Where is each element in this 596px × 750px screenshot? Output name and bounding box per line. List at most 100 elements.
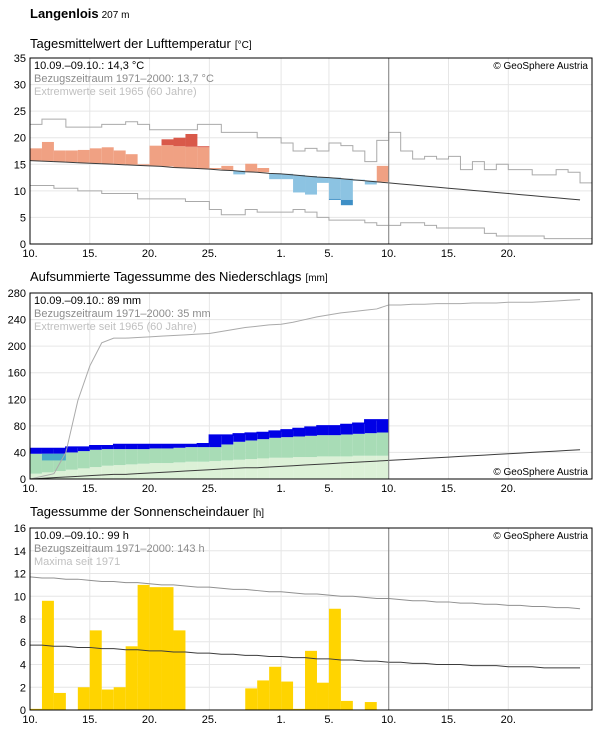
y-tick-label: 12 bbox=[14, 569, 26, 581]
info-extremes: Maxima seit 1971 bbox=[34, 556, 120, 568]
temperature-bar bbox=[185, 133, 198, 147]
temperature-bar bbox=[77, 149, 90, 163]
precip-current-bar bbox=[281, 429, 294, 438]
temperature-bar bbox=[173, 137, 186, 147]
sunshine-bar bbox=[281, 681, 294, 710]
precip-current-line bbox=[30, 419, 389, 450]
temperature-bar bbox=[149, 145, 162, 166]
precip-band-upper bbox=[352, 433, 365, 456]
y-tick-label: 15 bbox=[14, 159, 26, 171]
precip-band-upper bbox=[65, 452, 78, 470]
temperature-bar bbox=[161, 139, 174, 146]
sunshine-bar bbox=[137, 584, 150, 710]
precip-band-lower bbox=[281, 457, 294, 479]
precip-current-bar bbox=[269, 431, 282, 438]
x-tick-label: 20. bbox=[142, 248, 157, 260]
precipitation-chart-title: Aufsummierte Tagessumme des Niederschlag… bbox=[30, 269, 328, 284]
precip-current-bar bbox=[257, 432, 270, 440]
precip-band-lower bbox=[305, 457, 317, 479]
precip-band-upper bbox=[197, 447, 210, 462]
temperature-bar bbox=[101, 147, 114, 164]
temperature-bar bbox=[89, 148, 102, 164]
precip-band-upper bbox=[173, 447, 186, 463]
temperature-bar bbox=[328, 198, 341, 200]
precip-current-bar bbox=[89, 445, 102, 450]
sunshine-title-text: Tagessumme der Sonnenscheindauer bbox=[30, 504, 249, 519]
sunshine-bar bbox=[316, 682, 329, 710]
precip-current-bar bbox=[376, 419, 389, 433]
sunshine-chart: 0 2 4 6 8 10 12 14 16 10. 15. 20. 25. 1. 5. 10. 15. 20. 10… bbox=[14, 523, 593, 726]
precip-band-lower bbox=[340, 456, 353, 479]
reference-normal-line bbox=[30, 644, 581, 669]
precip-current-bar bbox=[125, 444, 138, 450]
precip-current-bar bbox=[65, 447, 78, 453]
precip-band-lower bbox=[53, 471, 66, 479]
y-tick-label: 30 bbox=[14, 80, 26, 92]
y-tick-label: 0 bbox=[20, 705, 26, 717]
precipitation-unit: [mm] bbox=[305, 273, 328, 284]
info-current: 10.09.–09.10.: 14,3 °C bbox=[34, 60, 144, 72]
precip-current-bar bbox=[340, 424, 353, 435]
copyright-label: © GeoSphere Austria bbox=[493, 467, 588, 478]
precip-current-bar bbox=[221, 435, 234, 445]
info-reference: Bezugszeitraum 1971–2000: 35 mm bbox=[34, 308, 211, 320]
y-tick-label: 0 bbox=[20, 474, 26, 486]
y-tick-label: 2 bbox=[20, 682, 26, 694]
precip-current-bar bbox=[41, 448, 54, 454]
climate-report: Langenlois 207 m Tagesmittelwert der Luft… bbox=[8, 6, 593, 726]
precip-current-bar bbox=[233, 433, 246, 442]
precip-band-upper bbox=[221, 444, 234, 461]
x-tick-label: 20. bbox=[142, 714, 157, 726]
temperature-bar bbox=[233, 170, 246, 175]
precipitation-chart: 0 40 80 120 160 200 240 280 10. 15. 20. 25. 1. 5. 10. 1… bbox=[8, 288, 593, 495]
x-tick-label: 10. bbox=[381, 714, 396, 726]
sunshine-chart-title: Tagessumme der Sonnenscheindauer [h] bbox=[30, 504, 264, 519]
temperature-bar bbox=[257, 168, 270, 173]
copyright-label: © GeoSphere Austria bbox=[493, 531, 588, 542]
reference-normal-line bbox=[29, 160, 581, 201]
y-tick-label: 14 bbox=[14, 546, 26, 558]
precip-band-upper bbox=[125, 449, 138, 465]
y-tick-label: 5 bbox=[20, 212, 26, 224]
reference-normal-line bbox=[29, 449, 581, 480]
precip-band-lower bbox=[328, 456, 341, 479]
precip-band-upper bbox=[376, 432, 389, 456]
precip-current-bar bbox=[197, 443, 210, 448]
precip-band-upper bbox=[269, 437, 282, 458]
precip-band-lower bbox=[364, 455, 377, 479]
y-tick-label: 80 bbox=[14, 421, 26, 433]
y-tick-label: 4 bbox=[20, 660, 26, 672]
precip-band-lower bbox=[316, 456, 329, 479]
info-current: 10.09.–09.10.: 89 mm bbox=[34, 295, 141, 307]
x-tick-label: 10. bbox=[22, 483, 37, 495]
temperature-bar bbox=[173, 146, 186, 168]
precip-band-lower bbox=[137, 463, 150, 479]
precip-band-upper bbox=[316, 435, 329, 457]
temperature-bar bbox=[293, 174, 306, 193]
precip-current-bar bbox=[113, 444, 126, 450]
sunshine-bar bbox=[364, 702, 377, 710]
precip-band-upper bbox=[30, 453, 42, 474]
precip-current-bar bbox=[209, 435, 222, 448]
max-ever-line bbox=[30, 118, 592, 184]
precip-band-upper bbox=[245, 440, 258, 460]
y-tick-label: 20 bbox=[14, 133, 26, 145]
precip-band-upper bbox=[281, 437, 294, 458]
temperature-bar bbox=[125, 154, 138, 165]
y-tick-label: 40 bbox=[14, 447, 26, 459]
precip-band-upper bbox=[233, 441, 246, 460]
plot-border bbox=[29, 292, 593, 480]
precip-current-bar bbox=[30, 448, 42, 454]
copyright-label: © GeoSphere Austria bbox=[493, 61, 588, 72]
x-tick-label: 1. bbox=[277, 714, 286, 726]
x-tick-label: 15. bbox=[82, 714, 97, 726]
temperature-bar bbox=[30, 148, 42, 161]
precip-band-lower bbox=[77, 468, 90, 479]
sunshine-bar bbox=[257, 680, 270, 710]
temperature-chart-title: Tagesmittelwert der Lufttemperatur [°C] bbox=[30, 36, 252, 51]
temperature-title-text: Tagesmittelwert der Lufttemperatur bbox=[30, 36, 231, 51]
precip-band-upper bbox=[305, 435, 317, 458]
temperature-bar bbox=[41, 141, 54, 162]
precip-band-lower bbox=[293, 457, 306, 479]
sunshine-bar bbox=[125, 646, 138, 710]
